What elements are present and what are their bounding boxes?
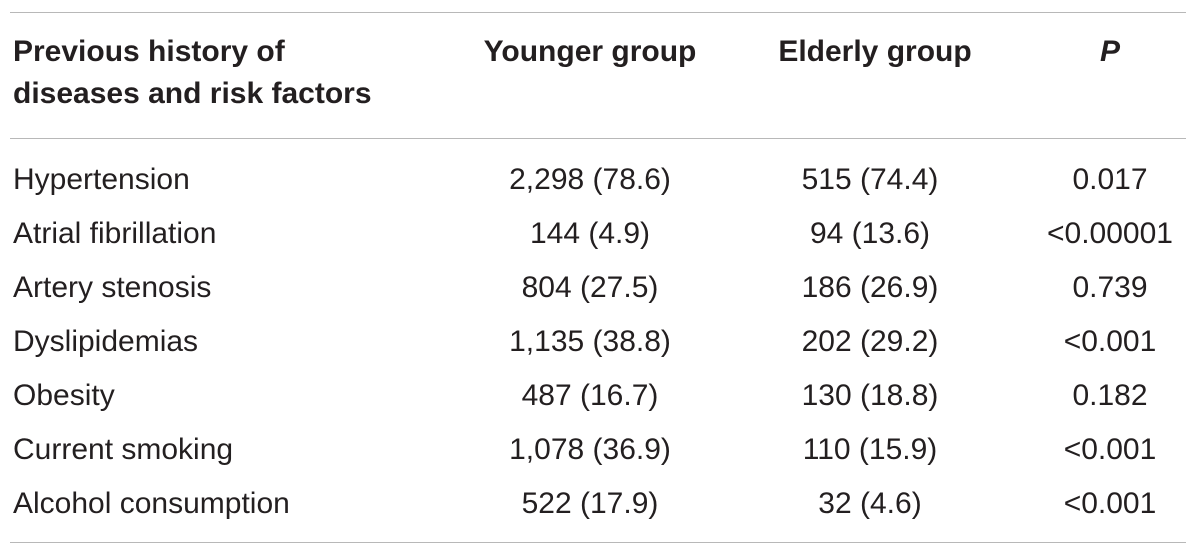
p-value: <0.001 — [1063, 487, 1157, 520]
younger-value: 522 (17.9) — [521, 487, 659, 520]
table-row: Hypertension 2,298 (78.6) 515 (74.4) 0.0… — [0, 153, 1200, 207]
younger-value: 2,298 (78.6) — [509, 163, 671, 196]
header-history-line2: diseases and risk factors — [13, 77, 372, 110]
table-row: Current smoking 1,078 (36.9) 110 (15.9) … — [0, 423, 1200, 477]
younger-value: 1,135 (38.8) — [509, 325, 671, 358]
p-value: <0.001 — [1063, 325, 1157, 358]
table-bottom-rule — [10, 542, 1186, 543]
table-row: Dyslipidemias 1,135 (38.8) 202 (29.2) <0… — [0, 315, 1200, 369]
elderly-value: 32 (4.6) — [818, 487, 922, 520]
row-label: Hypertension — [13, 163, 190, 196]
elderly-value: 94 (13.6) — [809, 217, 931, 250]
table-row: Artery stenosis 804 (27.5) 186 (26.9) 0.… — [0, 261, 1200, 315]
younger-value: 1,078 (36.9) — [509, 433, 671, 466]
table-row: Atrial fibrillation 144 (4.9) 94 (13.6) … — [0, 207, 1200, 261]
p-value: 0.739 — [1072, 271, 1148, 304]
elderly-value: 130 (18.8) — [801, 379, 939, 412]
table-row: Alcohol consumption 522 (17.9) 32 (4.6) … — [0, 477, 1200, 531]
elderly-value: 186 (26.9) — [801, 271, 939, 304]
elderly-value: 110 (15.9) — [802, 433, 938, 466]
table-header-rule — [10, 138, 1186, 139]
row-label: Obesity — [13, 379, 115, 412]
row-label: Alcohol consumption — [13, 487, 290, 520]
row-label: Atrial fibrillation — [13, 217, 217, 250]
table-row: Obesity 487 (16.7) 130 (18.8) 0.182 — [0, 369, 1200, 423]
table-top-rule — [10, 12, 1186, 13]
p-value: <0.001 — [1063, 433, 1157, 466]
row-label: Dyslipidemias — [13, 325, 199, 358]
elderly-value: 515 (74.4) — [801, 163, 939, 196]
younger-value: 487 (16.7) — [521, 379, 659, 412]
header-history-of-diseases: Previous history of diseases and risk fa… — [13, 31, 453, 115]
header-elderly-group: Elderly group — [778, 35, 972, 68]
header-younger-group: Younger group — [483, 35, 697, 68]
p-value: 0.017 — [1072, 163, 1148, 196]
elderly-value: 202 (29.2) — [801, 325, 939, 358]
header-p-value: P — [1099, 35, 1120, 68]
younger-value: 804 (27.5) — [521, 271, 659, 304]
younger-value: 144 (4.9) — [529, 217, 651, 250]
row-label: Current smoking — [13, 433, 234, 466]
header-history-line1: Previous history of — [13, 35, 285, 68]
row-label: Artery stenosis — [13, 271, 212, 304]
p-value: 0.182 — [1072, 379, 1148, 412]
p-value: <0.00001 — [1047, 217, 1173, 250]
